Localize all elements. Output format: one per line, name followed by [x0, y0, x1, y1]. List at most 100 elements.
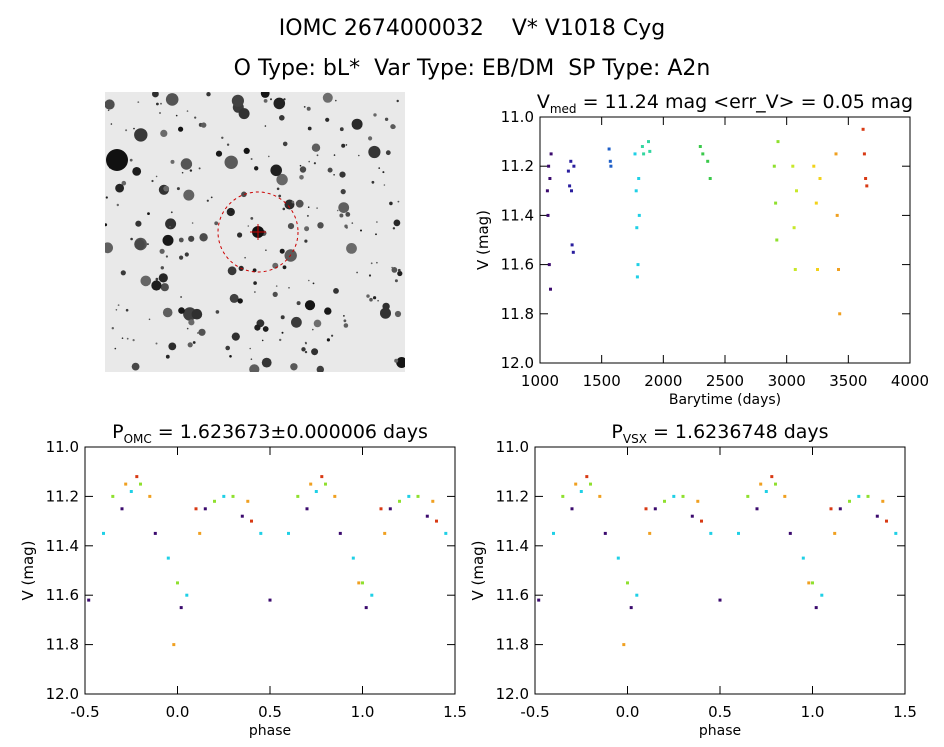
data-point: [431, 499, 435, 503]
data-point: [338, 531, 342, 535]
data-point: [608, 159, 612, 163]
lightcurve-barytime-panel: 1000 1500 2000 2500 3000 3500 4000 11.0 11.2 11.4…: [474, 91, 929, 408]
star-dot: [370, 262, 373, 265]
data-point: [776, 140, 780, 144]
star-dot: [214, 221, 219, 226]
star-dot: [159, 248, 165, 254]
x-tick-label: 3000: [768, 372, 806, 390]
data-point: [696, 499, 700, 503]
data-point: [637, 213, 641, 217]
star-dot: [253, 281, 257, 285]
data-point: [545, 189, 549, 193]
star-dot: [132, 167, 142, 176]
y-tick-label: 11.0: [46, 438, 79, 456]
star-dot: [244, 256, 246, 259]
title-subscript: med: [550, 102, 577, 116]
star-dot: [191, 308, 203, 320]
star-dot: [226, 211, 229, 214]
star-dot: [280, 315, 285, 320]
title-subscript: VSX: [623, 432, 647, 446]
y-tick-label: 11.6: [501, 256, 534, 274]
star-dot: [373, 113, 377, 117]
star-dot: [313, 319, 322, 328]
data-point: [833, 531, 837, 535]
data-point: [637, 177, 641, 180]
star-dot: [343, 319, 347, 323]
data-point: [775, 238, 779, 242]
data-point: [848, 499, 851, 503]
data-point: [648, 531, 652, 535]
star-dot: [247, 225, 250, 227]
x-tick-label: 4000: [891, 372, 929, 390]
data-point: [250, 519, 253, 523]
data-point: [546, 213, 550, 217]
star-dot: [394, 279, 398, 283]
data-point: [213, 499, 216, 503]
star-dot: [107, 109, 110, 112]
star-dot: [265, 249, 267, 251]
data-point: [548, 177, 552, 180]
data-point: [598, 494, 602, 498]
star-dot: [178, 307, 185, 314]
data-point: [885, 519, 888, 523]
x-axis-label: Barytime (days): [669, 392, 781, 408]
x-tick-label: 0.5: [708, 703, 732, 721]
star-dot: [125, 308, 129, 312]
star-dot: [140, 275, 152, 287]
star-dot: [366, 294, 370, 298]
star-dot: [383, 184, 386, 186]
data-point: [764, 490, 768, 493]
data-point: [642, 152, 646, 156]
x-tick-label: 0.0: [616, 703, 640, 721]
data-point: [568, 184, 572, 188]
data-point: [774, 482, 777, 486]
star-dot: [390, 124, 396, 130]
data-point: [309, 482, 313, 486]
plot-frame: [539, 116, 911, 364]
y-tick-label: 11.0: [501, 108, 534, 126]
data-point: [571, 250, 575, 254]
star-dot: [325, 117, 330, 122]
x-axis-label: phase: [699, 723, 741, 739]
star-dot: [282, 265, 287, 270]
star-dot: [175, 114, 178, 117]
data-point: [589, 482, 592, 486]
star-dot: [224, 155, 238, 169]
star-dot: [397, 270, 403, 277]
star-dot: [181, 171, 184, 174]
data-point: [811, 581, 814, 585]
data-point: [629, 606, 633, 610]
star-dot: [126, 337, 129, 340]
data-point: [672, 494, 676, 498]
star-dot: [194, 116, 197, 119]
star-dot: [115, 183, 124, 193]
data-point: [644, 507, 648, 511]
data-point: [552, 531, 555, 535]
star-dot: [278, 194, 282, 198]
x-tick-label: 1500: [583, 372, 621, 390]
star-dot: [170, 211, 173, 214]
star-dot: [339, 213, 344, 218]
y-tick-label: 11.6: [496, 586, 529, 604]
x-tick-label: 0.5: [258, 703, 282, 721]
data-point: [709, 531, 713, 535]
y-tick-label: 11.8: [46, 636, 79, 654]
star-dot: [160, 129, 168, 137]
star-dot: [394, 310, 402, 318]
star-dot: [392, 227, 396, 230]
star-dot: [155, 277, 159, 281]
star-dot: [301, 347, 306, 352]
star-dot: [156, 102, 159, 106]
star-dot: [279, 248, 285, 254]
star-dot: [148, 318, 151, 321]
data-point: [364, 606, 368, 610]
data-point: [87, 598, 91, 602]
star-dot: [276, 173, 288, 186]
star-dot: [206, 92, 211, 97]
star-dot: [134, 239, 145, 250]
star-dot: [291, 200, 295, 204]
star-dot: [299, 166, 307, 173]
data-point: [718, 598, 722, 602]
star-dot: [238, 108, 250, 120]
star-dot: [356, 271, 358, 274]
